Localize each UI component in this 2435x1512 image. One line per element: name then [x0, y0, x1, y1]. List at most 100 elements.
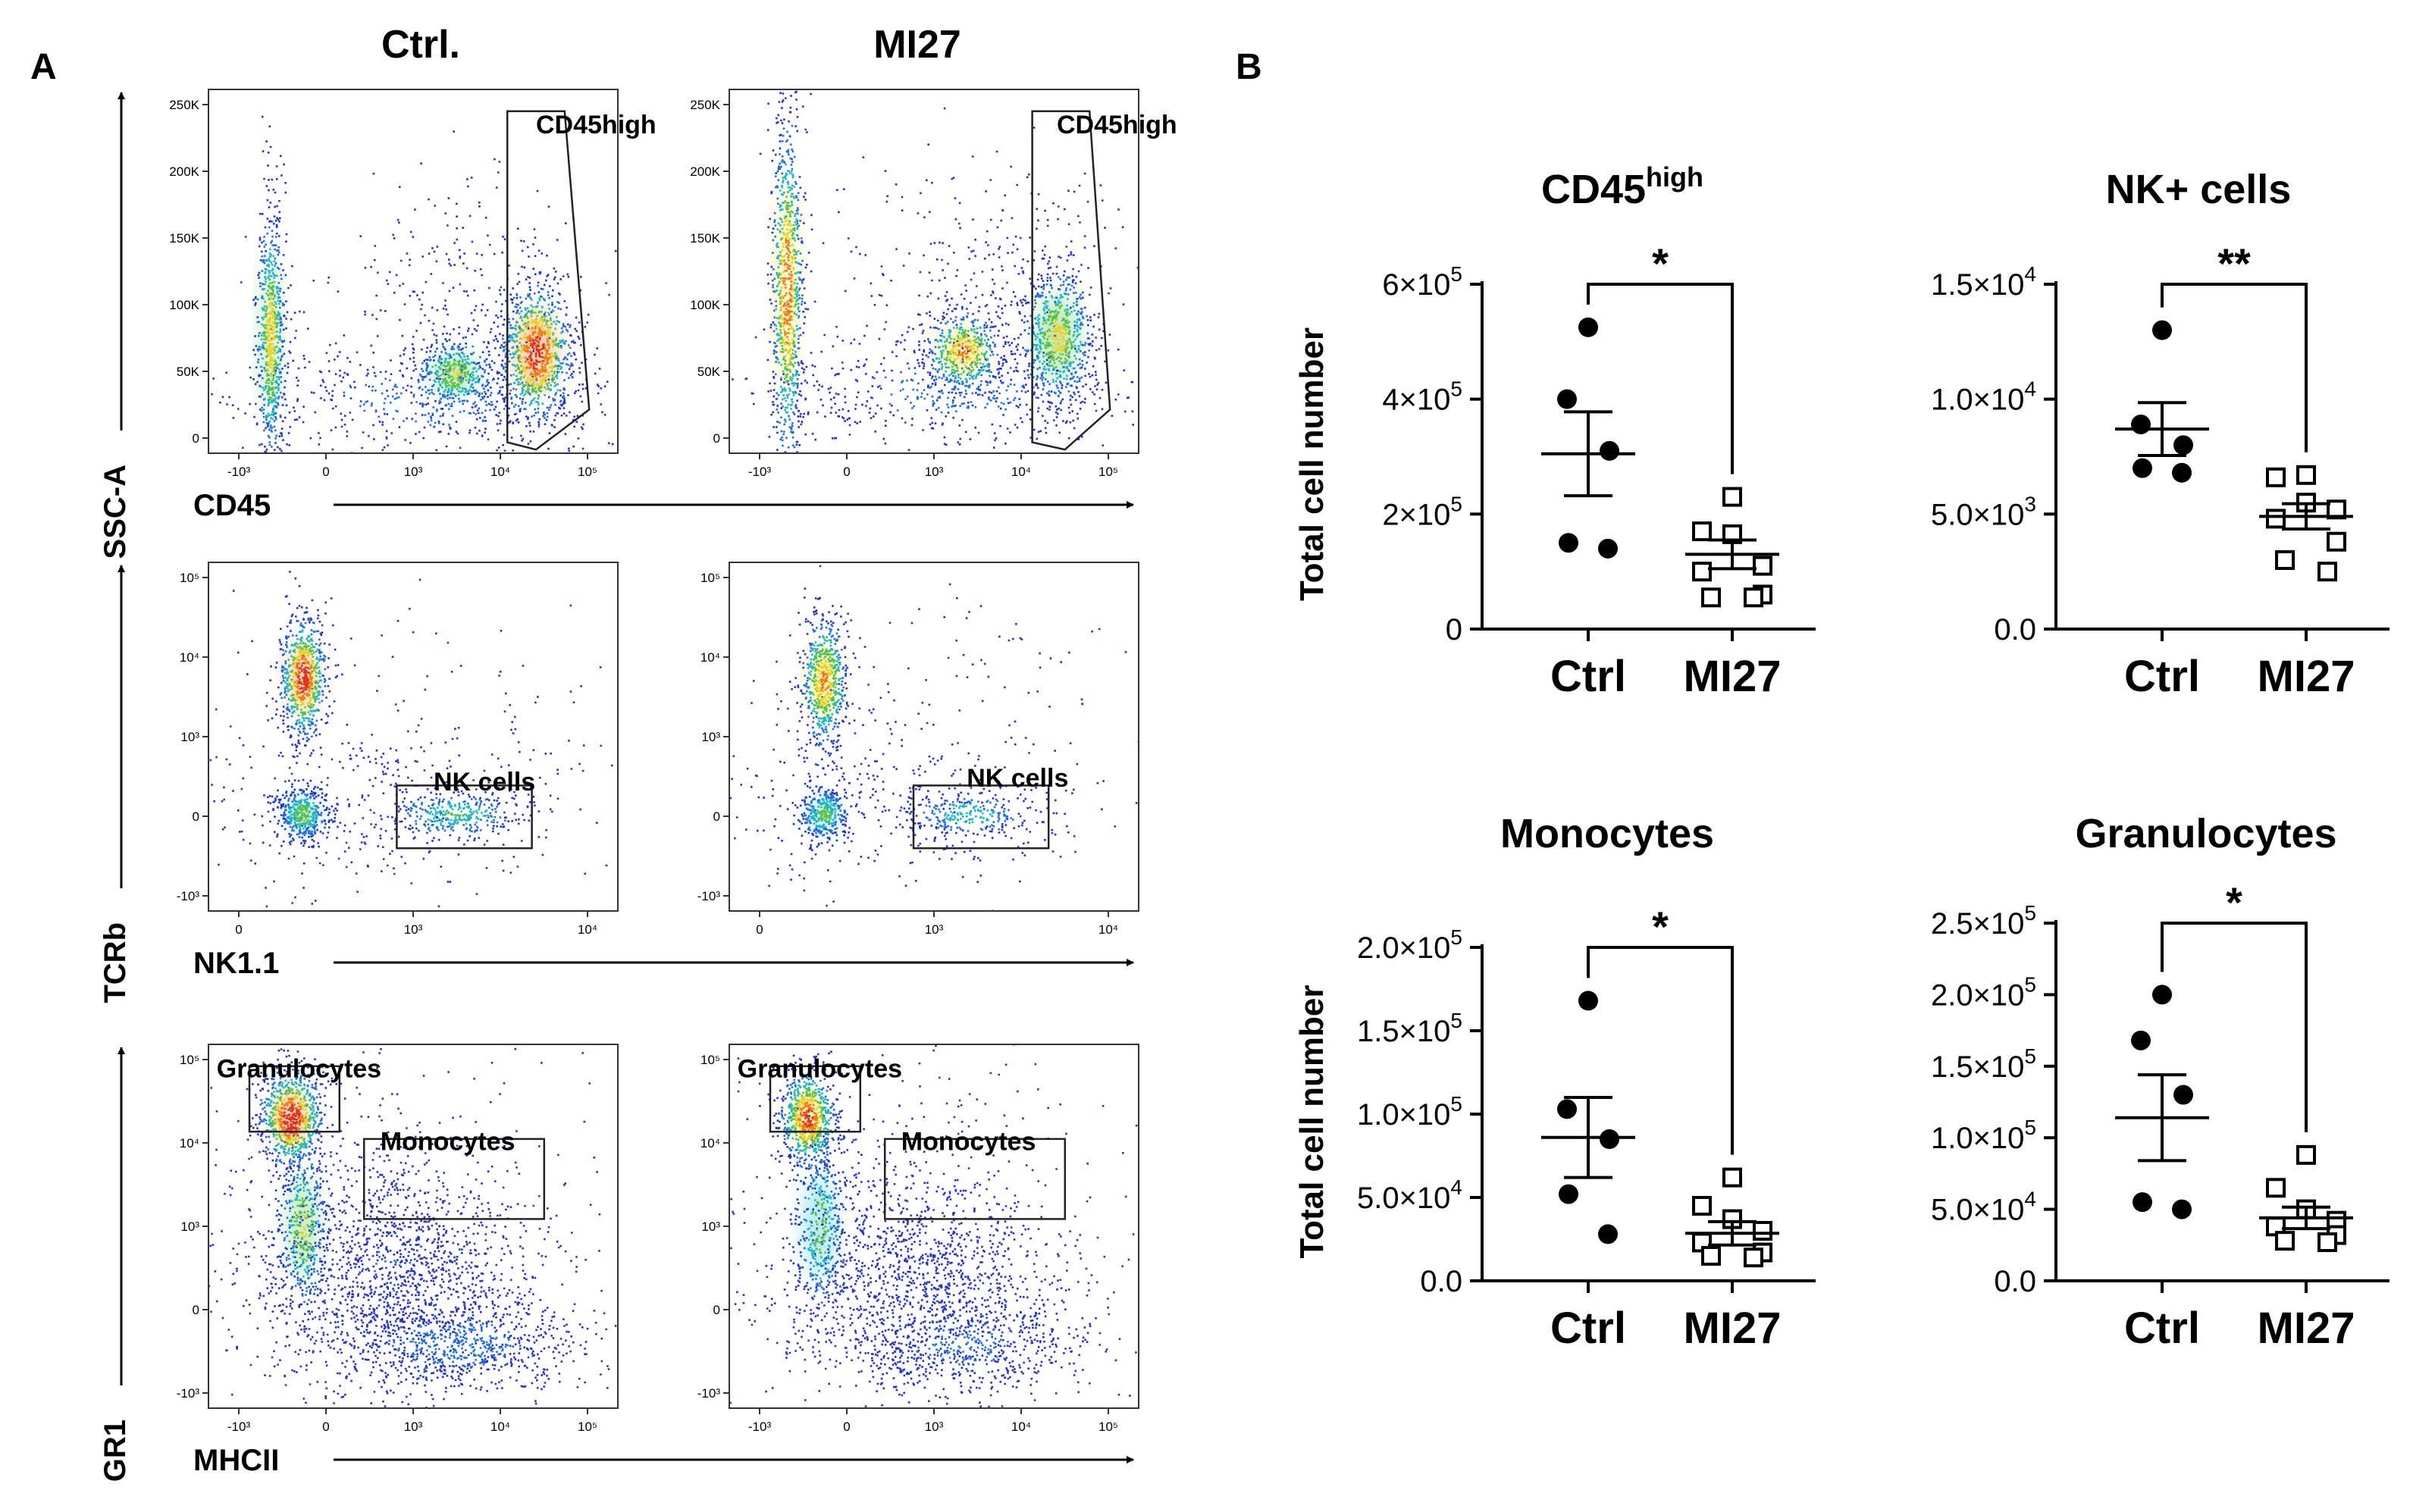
y-tick-label: 10³: [180, 730, 199, 744]
flow-cytometry-grid: CD45high 250K 200K 150K 100K 50K 0 -10³ 0 10³ 10⁴ 1…: [99, 89, 1177, 1482]
events-1f6fe0: [259, 1069, 522, 1369]
data-point-ctrl: [1557, 389, 1577, 409]
events-55c04a: [262, 278, 560, 401]
data-point-mi27: [1701, 587, 1721, 608]
data-point-ctrl: [1559, 1184, 1578, 1204]
dot-plot: Granulocytes 0.0 5.0×104 1.0×105 1.5×105 2.0×…: [1931, 811, 2390, 1353]
data-point-ctrl: [2172, 462, 2192, 483]
y-tick-label: 200K: [169, 164, 199, 179]
events-2233cc: [729, 565, 1139, 911]
flow-plot: Granulocytes Monocytes 10⁵ 10⁴ 10³ 0 -10³ -10³ 0…: [697, 1044, 1139, 1434]
events-f07a10: [277, 1097, 305, 1140]
events-18b8c6: [265, 1078, 319, 1279]
gate-outline: [1031, 110, 1111, 451]
gate-outline: [769, 1065, 862, 1133]
x-tick-label: 10³: [925, 922, 944, 937]
gate-label: Granulocytes: [738, 1055, 902, 1084]
category-label: MI27: [2258, 652, 2355, 701]
significance-label: *: [2226, 878, 2242, 926]
data-point-mi27: [1692, 521, 1712, 542]
category-label: MI27: [2258, 1304, 2355, 1353]
y-tick-label: 2.5×105: [1931, 901, 2036, 941]
data-point-ctrl: [2173, 435, 2193, 455]
events-e8d21c: [814, 658, 834, 706]
x-axis-label: MHCII: [193, 1444, 279, 1477]
events-e8d21c: [794, 1095, 823, 1142]
data-point-ctrl: [1598, 1224, 1618, 1244]
y-tick-label: -10³: [697, 889, 721, 903]
column-title-mi27: MI27: [873, 23, 961, 67]
significance-bracket: [1587, 946, 1734, 1155]
gate-label: CD45high: [536, 111, 657, 139]
y-tick-label: 1.5×104: [1931, 262, 2036, 302]
category-label: Ctrl: [2124, 652, 2200, 701]
y-tick-label: 1.5×105: [1357, 1009, 1462, 1048]
x-tick-label: 10⁴: [490, 465, 510, 479]
y-axis-label: SSC-A: [99, 465, 132, 559]
x-axis-label: CD45: [193, 489, 271, 522]
events-2233cc: [732, 90, 1139, 453]
data-point-ctrl: [1578, 317, 1598, 337]
chart-title: CD45high: [1541, 161, 1703, 212]
category-label: Ctrl: [1550, 1304, 1626, 1353]
x-tick-label: 10³: [404, 465, 423, 479]
events-e0301e: [297, 662, 310, 693]
gate-outline: [506, 110, 591, 451]
x-tick-label: 10⁵: [1098, 465, 1118, 479]
y-tick-label: 10⁵: [700, 1053, 720, 1067]
column-title-ctrl: Ctrl.: [381, 23, 460, 67]
data-point-mi27: [1722, 487, 1742, 507]
x-tick-label: 10³: [404, 1420, 423, 1434]
gate-outline: [883, 1138, 1067, 1220]
chart-title: Granulocytes: [2075, 811, 2336, 856]
events-e0301e: [528, 336, 545, 370]
data-point-mi27: [2317, 1232, 2337, 1253]
data-point-ctrl: [2173, 1085, 2193, 1105]
x-tick-label: 0: [756, 922, 763, 937]
y-tick-label: -10³: [177, 1386, 200, 1401]
x-tick-label: -10³: [227, 1420, 251, 1434]
gate-label: NK cells: [434, 768, 535, 797]
data-point-mi27: [1753, 1221, 1772, 1241]
x-tick-label: 10⁵: [1098, 1420, 1118, 1434]
gate-label: NK cells: [967, 764, 1068, 793]
category-label: MI27: [1684, 1304, 1782, 1353]
events-55c04a: [791, 1088, 830, 1254]
x-tick-label: 10³: [925, 465, 944, 479]
events-55c04a: [288, 641, 469, 825]
x-tick-label: 10⁴: [1011, 1420, 1031, 1434]
y-tick-label: -10³: [697, 1386, 721, 1401]
data-point-mi27: [1722, 1167, 1742, 1188]
significance-label: *: [1652, 239, 1669, 287]
events-e8d21c: [274, 1094, 309, 1238]
event-cloud: [732, 90, 1139, 453]
data-point-mi27: [2296, 1144, 2316, 1165]
y-tick-label: 5.0×103: [1931, 492, 2036, 531]
x-tick-label: 0: [843, 1420, 850, 1434]
flow-plot: NK cells 10⁵ 10⁴ 10³ 0 -10³ 0 10³ 10⁴: [177, 562, 619, 937]
gate-outline: [912, 784, 1050, 850]
data-point-ctrl: [2131, 415, 2151, 435]
y-tick-label: 1.0×104: [1931, 377, 2036, 417]
y-axis-label: GR1: [99, 1420, 132, 1482]
y-tick-label: 150K: [169, 231, 199, 246]
category-label: Ctrl: [2124, 1304, 2200, 1353]
dot-plot: Monocytes 0.0 5.0×104 1.0×105 1.5×105 2.0×105…: [1293, 811, 1816, 1353]
y-tick-label: 6×105: [1382, 262, 1462, 302]
data-point-mi27: [1692, 562, 1712, 582]
data-point-ctrl: [2152, 985, 2172, 1005]
events-1f6fe0: [772, 124, 1090, 449]
y-tick-label: 10³: [701, 1219, 720, 1234]
data-point-mi27: [2266, 509, 2286, 529]
x-axis-label: NK1.1: [193, 947, 279, 980]
y-tick-label: 10⁴: [180, 1136, 199, 1150]
y-axis-title: Total cell number: [1293, 985, 1330, 1258]
x-tick-label: -10³: [748, 465, 772, 479]
y-tick-label: 10⁵: [180, 1053, 199, 1067]
x-tick-label: 10⁴: [490, 1420, 510, 1434]
y-tick-label: 2.0×105: [1357, 925, 1462, 965]
data-point-ctrl: [1578, 991, 1598, 1011]
y-tick-label: 0: [193, 809, 199, 824]
y-tick-label: 0: [1446, 613, 1462, 646]
